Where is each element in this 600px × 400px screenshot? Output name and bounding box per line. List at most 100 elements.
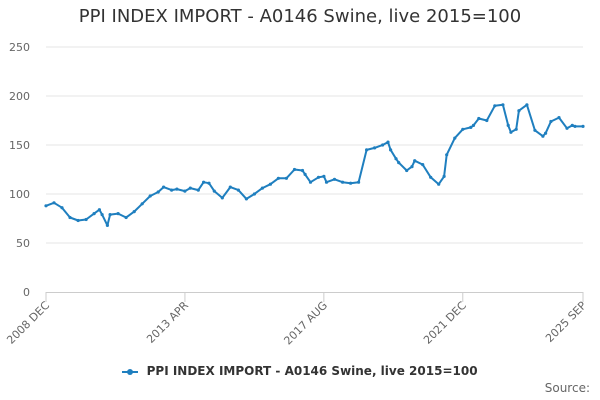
data-point xyxy=(202,180,206,184)
data-point xyxy=(84,217,88,222)
data-point xyxy=(284,176,288,180)
data-point xyxy=(244,197,248,201)
data-point xyxy=(322,174,326,178)
data-point xyxy=(469,125,473,129)
y-axis: 0 50 100 150 200 250 xyxy=(9,41,30,299)
data-point xyxy=(308,180,313,184)
data-point xyxy=(397,161,401,165)
data-point xyxy=(76,218,80,223)
data-point xyxy=(260,186,264,190)
data-point xyxy=(228,185,232,189)
data-point xyxy=(493,104,497,108)
data-point xyxy=(162,185,166,189)
x-tick-label: 2017 AUG xyxy=(281,299,330,348)
data-point xyxy=(506,123,510,127)
data-point xyxy=(292,167,297,172)
y-tick-label: 150 xyxy=(9,139,30,152)
data-point xyxy=(477,116,481,121)
y-tick-label: 0 xyxy=(23,286,30,299)
x-tick-label: 2021 DEC xyxy=(421,299,469,347)
data-point xyxy=(514,127,518,131)
data-point xyxy=(188,186,192,190)
x-tick-label: 2025 SEP xyxy=(543,299,589,345)
data-point xyxy=(68,215,72,220)
data-point xyxy=(421,163,425,167)
y-tick-label: 50 xyxy=(16,237,30,250)
data-point xyxy=(533,128,537,132)
data-point xyxy=(108,213,112,217)
credits[interactable]: Source: xyxy=(544,381,590,395)
data-point xyxy=(60,206,64,210)
data-point xyxy=(549,119,553,124)
data-point xyxy=(437,182,441,186)
data-point xyxy=(148,194,152,198)
data-point xyxy=(276,176,280,180)
data-point xyxy=(453,136,457,140)
data-point xyxy=(170,188,174,192)
x-tick-label: 2008 DEC xyxy=(4,299,52,347)
data-point xyxy=(324,180,329,184)
data-point xyxy=(373,146,377,150)
data-point xyxy=(300,168,305,173)
data-point xyxy=(365,148,369,152)
data-point xyxy=(445,153,449,157)
data-point xyxy=(236,188,240,192)
data-point xyxy=(501,103,505,107)
data-point xyxy=(413,159,417,163)
data-point xyxy=(183,189,187,193)
data-point xyxy=(303,172,307,176)
data-point xyxy=(316,175,321,179)
data-point xyxy=(565,126,569,130)
data-point xyxy=(140,202,144,206)
x-axis: 2008 DEC 2013 APR 2017 AUG 2021 DEC 2025 SEP xyxy=(4,292,589,347)
data-point xyxy=(105,223,109,227)
data-point xyxy=(410,165,414,169)
data-point xyxy=(175,187,179,191)
data-point xyxy=(386,140,390,144)
data-point xyxy=(156,190,160,194)
data-point xyxy=(471,123,476,127)
series-line xyxy=(45,103,583,227)
data-point xyxy=(485,118,489,123)
x-tick-label: 2013 APR xyxy=(144,299,191,346)
data-point xyxy=(381,143,385,147)
data-point xyxy=(349,181,353,185)
data-point xyxy=(573,124,577,128)
legend-label: PPI INDEX IMPORT - A0146 Swine, live 201… xyxy=(146,364,478,378)
grid-lines xyxy=(46,46,583,244)
data-point xyxy=(124,215,128,220)
data-point xyxy=(357,180,361,184)
data-point xyxy=(44,204,48,208)
data-point xyxy=(341,180,345,184)
chart-title: PPI INDEX IMPORT - A0146 Swine, live 201… xyxy=(78,6,522,27)
y-tick-label: 200 xyxy=(9,90,30,103)
data-point xyxy=(509,130,513,134)
data-point xyxy=(557,116,561,120)
data-point xyxy=(207,181,211,185)
series-group xyxy=(44,103,585,227)
data-point xyxy=(100,213,104,217)
data-point xyxy=(394,157,398,161)
data-point xyxy=(196,188,200,192)
data-point xyxy=(581,124,585,128)
data-point xyxy=(92,212,96,216)
data-point xyxy=(442,174,446,178)
legend-symbol xyxy=(122,367,139,377)
data-point xyxy=(116,212,120,216)
data-point xyxy=(389,148,393,152)
data-point xyxy=(220,196,224,200)
legend[interactable]: PPI INDEX IMPORT - A0146 Swine, live 201… xyxy=(0,364,600,378)
data-point xyxy=(405,168,409,173)
data-point xyxy=(252,192,256,196)
data-point xyxy=(132,210,136,214)
data-point xyxy=(429,175,433,179)
data-point xyxy=(97,208,101,212)
data-point xyxy=(268,182,272,186)
data-point xyxy=(332,177,337,181)
data-point xyxy=(525,103,529,107)
data-point xyxy=(517,109,521,113)
y-tick-label: 250 xyxy=(9,41,30,54)
data-point xyxy=(461,127,465,131)
data-point xyxy=(541,134,545,138)
